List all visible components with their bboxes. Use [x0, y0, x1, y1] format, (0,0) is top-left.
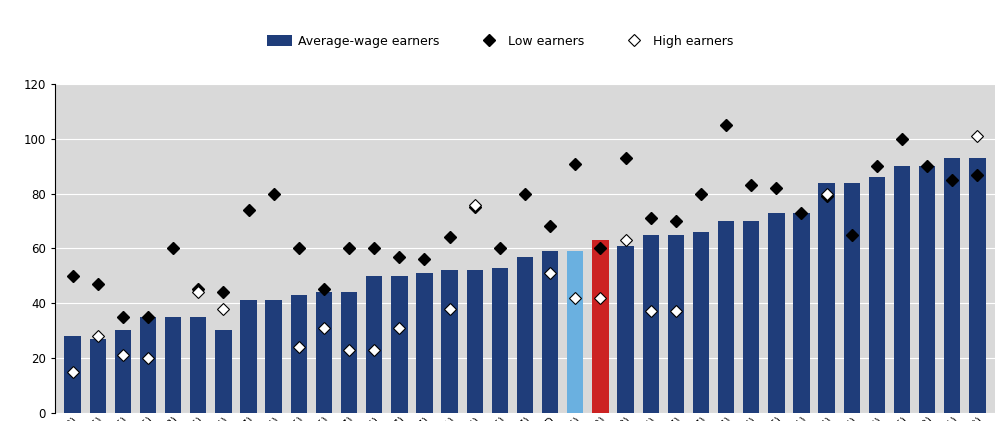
Bar	[341, 292, 357, 413]
Bar	[391, 276, 408, 413]
Bar	[894, 166, 910, 413]
Bar	[115, 330, 131, 413]
Bar	[718, 221, 734, 413]
Bar	[165, 317, 181, 413]
Bar	[240, 301, 257, 413]
Bar	[291, 295, 307, 413]
Bar	[190, 317, 206, 413]
Bar	[668, 235, 684, 413]
Bar	[140, 317, 156, 413]
Bar	[215, 330, 232, 413]
Bar	[642, 235, 659, 413]
Bar	[64, 336, 81, 413]
Bar	[492, 268, 508, 413]
Bar	[316, 292, 332, 413]
Bar	[844, 183, 860, 413]
Bar	[90, 338, 106, 413]
Bar	[869, 177, 885, 413]
Bar	[969, 158, 986, 413]
Bar	[818, 183, 835, 413]
Bar	[265, 301, 282, 413]
Legend: Average-wage earners, Low earners, High earners: Average-wage earners, Low earners, High …	[262, 30, 738, 53]
Bar	[743, 221, 759, 413]
Bar	[919, 166, 935, 413]
Bar	[944, 158, 960, 413]
Bar	[467, 270, 483, 413]
Bar	[592, 240, 609, 413]
Bar	[366, 276, 382, 413]
Bar	[441, 270, 458, 413]
Bar	[793, 213, 810, 413]
Bar	[768, 213, 785, 413]
Bar	[517, 256, 533, 413]
Bar	[617, 246, 634, 413]
Bar	[416, 273, 433, 413]
Bar	[567, 251, 583, 413]
Bar	[693, 232, 709, 413]
Bar	[542, 251, 558, 413]
